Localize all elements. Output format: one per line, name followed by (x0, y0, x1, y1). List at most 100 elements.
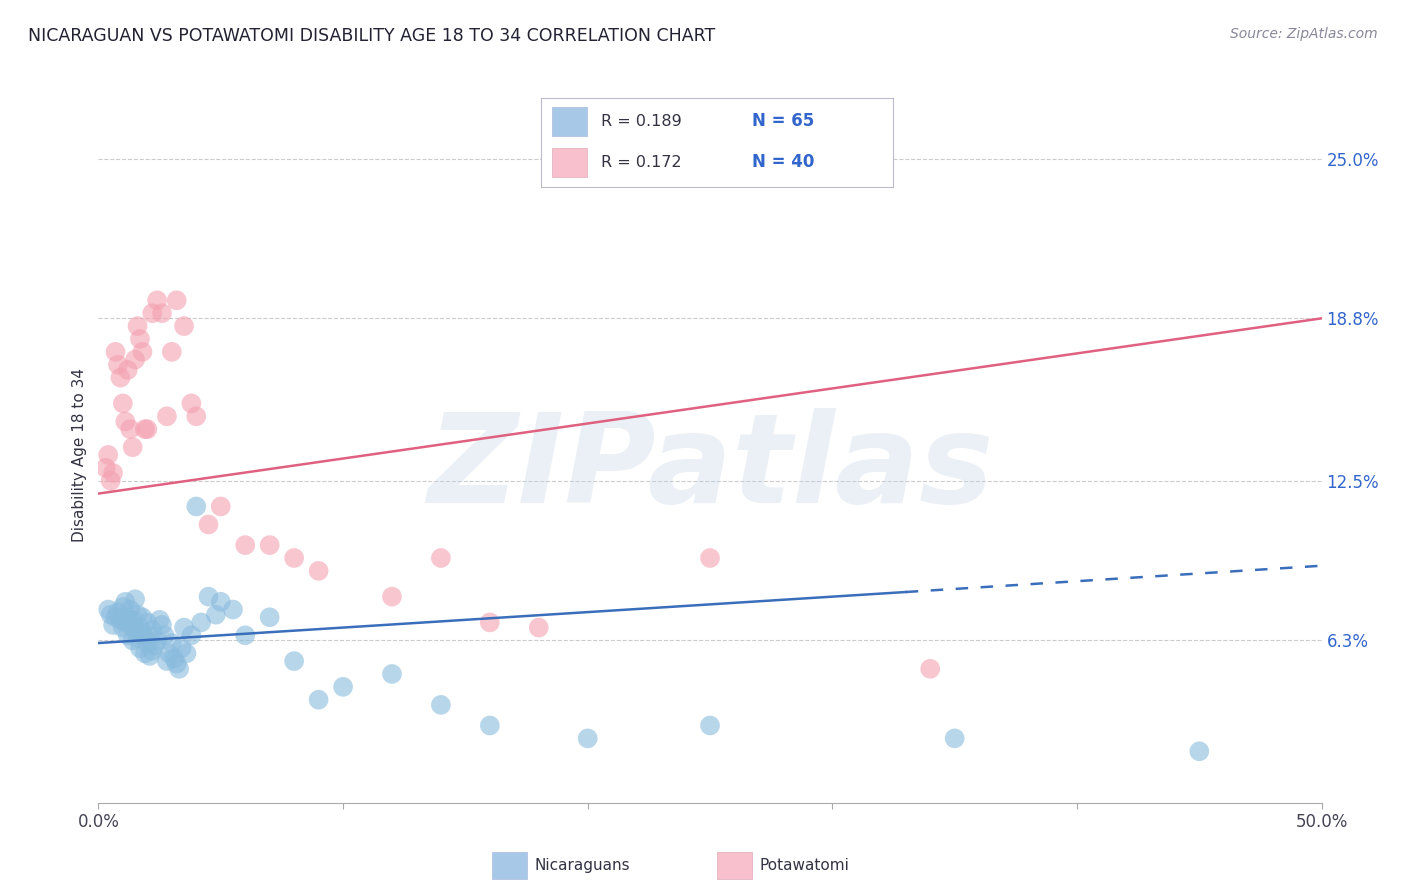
Point (170, 641, 193, 656)
Point (146, 633, 169, 648)
Point (121, 440, 143, 454)
Point (136, 615, 159, 630)
Point (139, 648, 162, 663)
Point (259, 538, 281, 552)
Point (124, 623, 146, 637)
Point (209, 500, 232, 514)
Point (94, 460, 117, 475)
Point (141, 644, 163, 658)
Point (283, 551, 305, 566)
Point (308, 564, 330, 578)
Point (124, 592, 146, 607)
Point (173, 319, 195, 334)
Point (233, 538, 256, 552)
Point (114, 595, 136, 609)
Point (156, 409, 179, 424)
Point (163, 651, 186, 665)
Y-axis label: Disability Age 18 to 34: Disability Age 18 to 34 (72, 368, 87, 542)
Point (699, 551, 721, 566)
Point (127, 319, 149, 334)
Point (121, 613, 143, 627)
Point (141, 623, 163, 637)
Point (107, 358, 129, 372)
Point (209, 595, 232, 609)
Point (134, 631, 156, 645)
Point (100, 474, 122, 488)
Point (478, 615, 501, 630)
Point (131, 610, 153, 624)
Point (120, 618, 142, 632)
Bar (551, 148, 588, 177)
Point (127, 631, 149, 645)
Point (153, 628, 176, 642)
Point (131, 625, 153, 640)
Point (186, 409, 208, 424)
Point (1188, 744, 1211, 758)
Bar (551, 107, 588, 136)
Point (205, 607, 228, 622)
Point (107, 605, 129, 619)
Point (110, 370, 132, 384)
Text: N = 65: N = 65 (752, 112, 814, 130)
Point (190, 615, 212, 630)
Text: Source: ZipAtlas.com: Source: ZipAtlas.com (1230, 27, 1378, 41)
Point (150, 306, 173, 320)
Point (186, 500, 208, 514)
Point (120, 422, 142, 436)
Point (121, 633, 143, 648)
Point (143, 639, 166, 653)
Text: R = 0.172: R = 0.172 (602, 155, 682, 169)
Point (160, 344, 183, 359)
Point (114, 615, 136, 630)
Point (114, 414, 136, 428)
Point (222, 602, 245, 616)
Text: R = 0.189: R = 0.189 (602, 114, 682, 128)
Point (134, 646, 156, 660)
Point (150, 618, 173, 632)
Point (381, 667, 404, 681)
Point (233, 628, 256, 642)
Point (117, 610, 139, 624)
Point (111, 396, 134, 410)
Point (134, 422, 156, 436)
Point (117, 628, 139, 642)
Text: Potawatomi: Potawatomi (759, 858, 849, 872)
Text: ZIPatlas: ZIPatlas (427, 409, 993, 529)
Point (381, 590, 404, 604)
Point (120, 602, 142, 616)
Point (136, 422, 159, 436)
Point (527, 621, 550, 635)
Point (180, 628, 202, 642)
Point (166, 657, 188, 671)
Point (101, 466, 124, 480)
Point (576, 731, 599, 746)
Point (197, 517, 219, 532)
Point (136, 636, 159, 650)
Point (166, 293, 188, 308)
Point (197, 590, 219, 604)
Point (176, 646, 198, 660)
Point (111, 599, 134, 614)
Point (131, 344, 153, 359)
Point (97, 448, 120, 462)
Point (129, 621, 152, 635)
Point (124, 352, 146, 367)
Point (104, 610, 127, 624)
Point (129, 332, 152, 346)
Point (146, 293, 169, 308)
Point (141, 306, 163, 320)
Point (101, 618, 124, 632)
Text: NICARAGUAN VS POTAWATOMI DISABILITY AGE 18 TO 34 CORRELATION CHART: NICARAGUAN VS POTAWATOMI DISABILITY AGE … (28, 27, 716, 45)
Text: N = 40: N = 40 (752, 153, 814, 171)
Point (430, 698, 453, 712)
Point (110, 613, 132, 627)
Point (160, 636, 183, 650)
Point (127, 607, 149, 622)
Point (149, 613, 172, 627)
Point (157, 646, 180, 660)
Point (308, 692, 330, 706)
Point (139, 628, 162, 642)
Point (283, 654, 305, 668)
Point (332, 680, 354, 694)
Point (100, 607, 122, 622)
